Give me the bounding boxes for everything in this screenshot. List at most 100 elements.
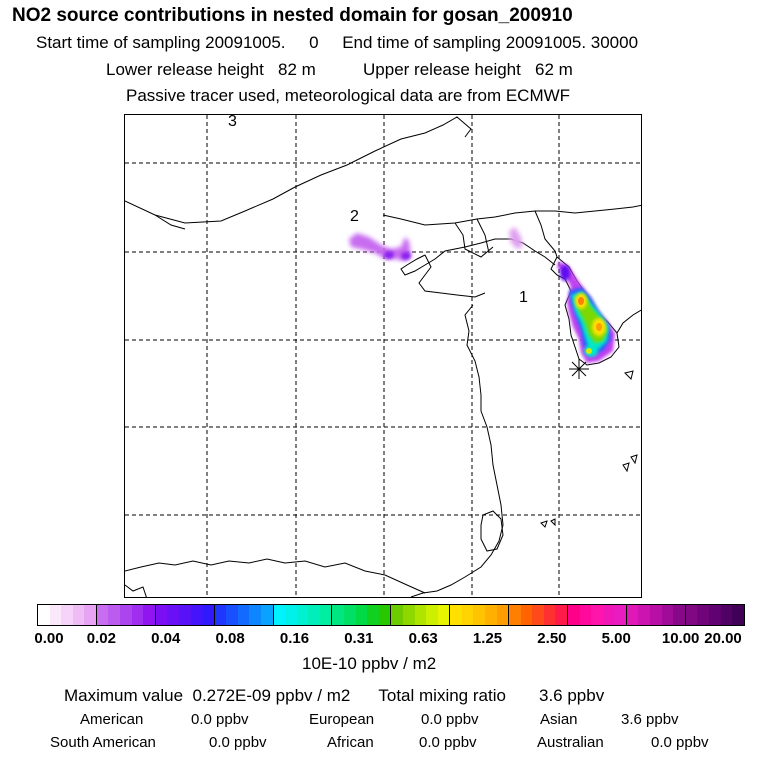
colorbar-segment: [273, 605, 286, 625]
colorbar-segment: [496, 605, 510, 625]
colorbar-segment: [391, 605, 403, 625]
colorbar-segment: [260, 605, 274, 625]
region-value: 0.0 ppbv: [209, 734, 267, 751]
plume-north: [560, 265, 570, 281]
colorbar-segment: [484, 605, 497, 625]
start-time-label: Start time of sampling: [36, 33, 201, 52]
region-value: 0.0 ppbv: [651, 734, 709, 751]
region-name: Asian: [540, 711, 578, 728]
border-line: [154, 214, 186, 230]
coastline-shandong: [418, 254, 486, 298]
colorbar-segment: [685, 605, 698, 625]
start-time-value: 20091005. 0: [205, 33, 319, 52]
colorbar-segment: [378, 605, 392, 625]
colorbar-segment: [708, 605, 721, 625]
colorbar-segment: [414, 605, 427, 625]
lower-height-label: Lower release height: [106, 60, 264, 79]
colorbar-segment: [426, 605, 438, 625]
colorbar-segment: [543, 605, 556, 625]
colorbar-tick-label: 1.25: [472, 630, 503, 647]
colorbar-segment: [143, 605, 156, 625]
region-value: 0.0 ppbv: [191, 711, 249, 728]
colorbar-segment: [509, 605, 521, 625]
total-mixing-value: 3.6 ppbv: [539, 686, 605, 705]
map-panel: 3 2 1: [124, 114, 642, 598]
colorbar-segment: [49, 605, 62, 625]
colorbar-segment: [178, 605, 191, 625]
coastline-china-east: [410, 304, 504, 597]
colorbar-segment: [720, 605, 733, 625]
colorbar-units: 10E-10 ppbv / m2: [302, 654, 437, 673]
colorbar-segment: [461, 605, 474, 625]
concentration-plume-korea: [557, 261, 615, 363]
colorbar-tick-label: 0.02: [86, 630, 116, 647]
colorbar-segment: [650, 605, 662, 625]
colorbar-tick-label: 0.16: [279, 630, 310, 647]
region-name: South American: [50, 734, 156, 751]
plume-spot: [401, 252, 411, 260]
colorbar-segment: [355, 605, 368, 625]
region-name: Australian: [537, 734, 604, 751]
colorbar-segment: [473, 605, 485, 625]
colorbar-segment: [96, 605, 109, 625]
plume-faint: [509, 227, 523, 249]
colorbar-segment: [626, 605, 639, 625]
colorbar-segment: [108, 605, 121, 625]
colorbar-segment: [131, 605, 144, 625]
colorbar-segment: [367, 605, 379, 625]
border-line: [454, 222, 494, 258]
region-value: 0.0 ppbv: [419, 734, 477, 751]
colorbar-tick-label: 5.00: [601, 630, 631, 647]
colorbar-segment: [661, 605, 674, 625]
colorbar-segment: [344, 605, 356, 625]
upper-height-label: Upper release height: [363, 60, 521, 79]
colorbar-segment: [226, 605, 238, 625]
colorbar-segment: [214, 605, 227, 625]
colorbar-segment: [155, 605, 168, 625]
plume-hotspot-core: [578, 297, 584, 305]
colorbar-tick-label: 2.50: [537, 630, 567, 647]
end-time-value: 20091005. 30000: [505, 33, 639, 52]
colorbar-tick-label: 0.04: [151, 630, 181, 647]
lower-height-value: 82 m: [278, 60, 316, 79]
colorbar-segment: [285, 605, 297, 625]
colorbar-segment: [520, 605, 533, 625]
colorbar-segment: [237, 605, 250, 625]
colorbar-segment: [332, 605, 345, 625]
end-time-label: End time of sampling: [342, 33, 501, 52]
colorbar-segment: [555, 605, 569, 625]
colorbar-tick-label: 0.08: [215, 630, 245, 647]
border-line-south: [125, 584, 147, 597]
plume-south-core: [586, 348, 592, 354]
asterisk-receptor-icon: [569, 359, 589, 379]
colorbar-segment: [120, 605, 132, 625]
colorbar-tick-label: 0.63: [408, 630, 438, 647]
region-label-3: 3: [228, 115, 237, 130]
colorbar-tick-label: 20.00: [704, 630, 742, 647]
region-value: 0.0 ppbv: [421, 711, 479, 728]
plume-hotspot-core: [596, 323, 602, 331]
summary-max-line: Maximum value 0.272E-09 ppbv / m2 Total …: [64, 686, 604, 706]
colorbar-segment: [167, 605, 179, 625]
border-line: [125, 116, 472, 224]
plot-title: NO2 source contributions in nested domai…: [12, 5, 573, 26]
colorbar-segment: [72, 605, 85, 625]
coastline-bohai: [400, 238, 556, 276]
colorbar: [37, 604, 745, 626]
region-name: European: [309, 711, 375, 728]
colorbar-segment: [697, 605, 709, 625]
colorbar-segment: [579, 605, 592, 625]
colorbar-segment: [673, 605, 686, 625]
taiwan-island: [480, 510, 504, 552]
colorbar-segment: [190, 605, 203, 625]
border-line: [476, 218, 490, 254]
colorbar-ticks: 0.00 0.02 0.04 0.08 0.16 0.31 0.63 1.25 2.50 5.00…: [0, 630, 768, 650]
small-islands: [540, 370, 638, 528]
graticule: [125, 115, 641, 597]
colorbar-segment: [84, 605, 97, 625]
release-height-line: Lower release height 82 m Upper release …: [106, 60, 573, 80]
colorbar-segment: [296, 605, 309, 625]
border-line: [534, 210, 558, 258]
tracer-note: Passive tracer used, meteorological data…: [126, 86, 571, 105]
max-value: 0.272E-09 ppbv / m2: [192, 686, 351, 705]
